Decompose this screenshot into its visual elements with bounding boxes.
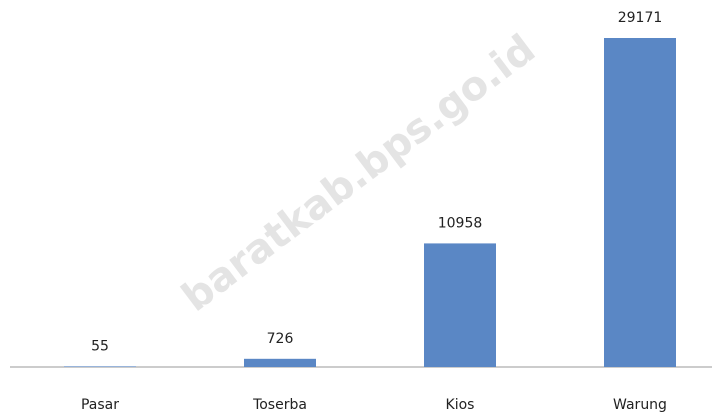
x-tick-label: Toserba bbox=[252, 397, 307, 413]
x-tick-label: Pasar bbox=[81, 397, 119, 413]
x-tick-label: Kios bbox=[446, 397, 475, 413]
data-label: 10958 bbox=[438, 215, 483, 231]
bar bbox=[244, 358, 316, 367]
bar bbox=[424, 243, 496, 367]
data-label: 29171 bbox=[618, 10, 663, 26]
data-label: 726 bbox=[267, 331, 294, 347]
x-tick-label: Warung bbox=[613, 397, 667, 413]
bar bbox=[604, 38, 676, 367]
bar bbox=[64, 366, 136, 367]
data-label: 55 bbox=[91, 338, 109, 354]
